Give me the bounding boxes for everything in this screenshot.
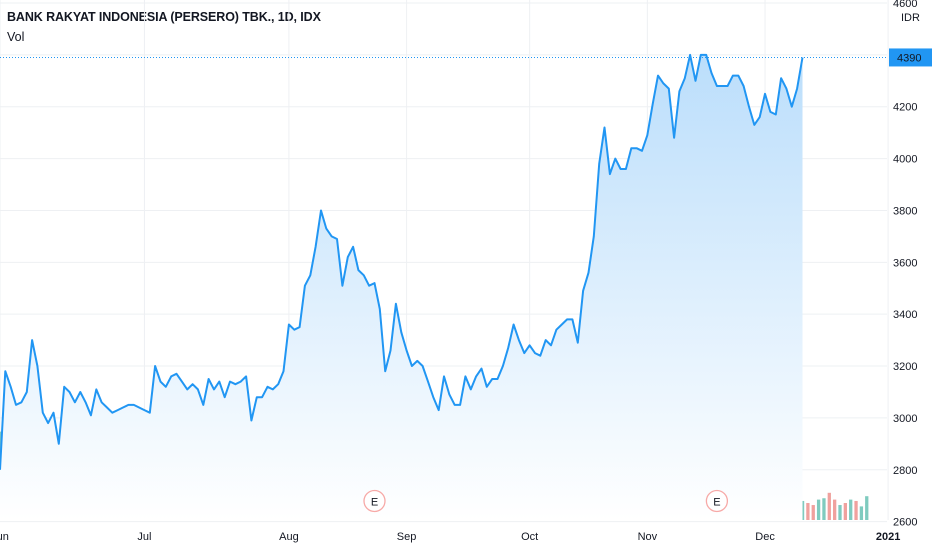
last-price-badge	[889, 48, 932, 67]
time-axis[interactable]: JunJulAugSepOctNovDec202122	[0, 531, 932, 543]
volume-bar	[806, 503, 810, 520]
time-axis-tick-label: Nov	[638, 531, 658, 543]
time-axis-tick-label: Jul	[137, 531, 151, 543]
time-axis-tick-label: Dec	[755, 531, 775, 543]
price-line	[0, 53, 887, 470]
price-axis-tick-label: 3000	[893, 413, 917, 425]
time-axis-tick-label: Sep	[397, 531, 417, 543]
earnings-marker-label: E	[371, 497, 378, 509]
volume-bar	[827, 492, 831, 520]
earnings-marker	[363, 489, 386, 513]
volume-bar	[822, 498, 826, 520]
time-axis-tick-label: Jun	[0, 531, 9, 543]
volume-bar	[854, 500, 858, 520]
price-axis-tick-label: 3800	[893, 205, 917, 217]
earnings-markers: EEE	[363, 489, 729, 513]
volume-bar	[800, 500, 805, 520]
earnings-marker	[705, 489, 729, 513]
volume-bar	[843, 503, 847, 520]
price-area	[0, 54, 803, 521]
volume-bar	[811, 505, 815, 520]
earnings-marker-label: E	[713, 497, 720, 509]
price-axis-tick-label: 3400	[893, 309, 917, 321]
volume-indicator-label[interactable]: Vol	[7, 30, 25, 44]
volume-bar	[859, 506, 864, 520]
price-axis-tick-label: 3600	[893, 257, 917, 269]
currency-label: IDR	[901, 12, 920, 24]
price-axis-tick-label: 4000	[893, 154, 917, 166]
time-axis-tick-label: Oct	[521, 531, 538, 543]
last-price-label: 4390	[897, 52, 921, 64]
price-axis-tick-label: 4200	[893, 102, 917, 114]
volume-bar	[816, 499, 821, 520]
price-series-line	[0, 53, 804, 470]
price-area-fill	[0, 54, 803, 521]
time-axis-tick-label: 2021	[876, 531, 900, 543]
price-axis-tick-label: 3200	[893, 361, 917, 373]
chart-title: BANK RAKYAT INDONESIA (PERSERO) TBK., 1D…	[7, 10, 321, 24]
price-axis-tick-label: 2800	[893, 465, 917, 477]
price-axis-tick-label: 4600	[893, 0, 917, 10]
time-axis-tick-label: Aug	[279, 531, 299, 543]
volume-bar	[833, 499, 837, 520]
price-axis-tick-label: 2600	[893, 517, 917, 529]
volume-bar	[849, 499, 853, 520]
volume-bar	[838, 505, 842, 520]
price-axis[interactable]: 2600280030003200340036003800400042004400…	[889, 0, 932, 529]
volume-bar	[865, 496, 869, 520]
